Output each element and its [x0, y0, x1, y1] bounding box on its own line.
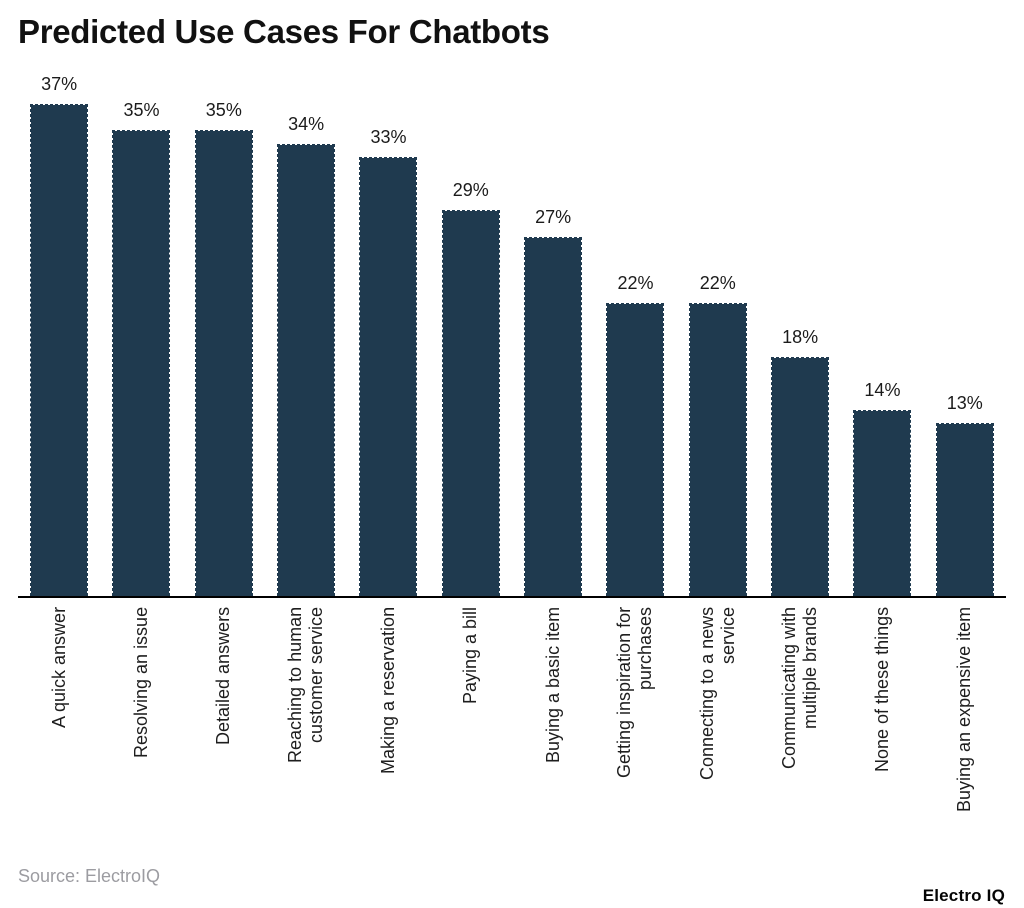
bar [112, 130, 171, 596]
bar [30, 104, 89, 596]
x-axis-label: Connecting to a news service [696, 607, 738, 781]
x-axis-label-cell: Reaching to human customer service [265, 598, 347, 850]
bar-column: 22% [677, 273, 759, 596]
x-axis-label: Reaching to human customer service [284, 607, 327, 764]
bar-value-label: 22% [699, 273, 736, 293]
x-axis-label-cell: Making a reservation [347, 598, 429, 850]
x-axis-label: Buying a basic item [542, 607, 563, 764]
bar [441, 210, 500, 596]
bar-column: 35% [100, 100, 182, 596]
bar-column: 18% [759, 327, 841, 596]
chart-plot: 37% 35% 35% 34% 33% 29% 27% 22% 22% 18% 14% 13% [18, 68, 1006, 596]
x-axis-labels: A quick answer Resolving an issue Detailed… [18, 598, 1006, 850]
bar [771, 357, 830, 596]
x-axis-label: Resolving an issue [130, 607, 151, 759]
bar [194, 130, 253, 596]
x-axis-label-cell: A quick answer [18, 598, 100, 850]
x-axis-label: Making a reservation [377, 607, 398, 775]
bar [524, 237, 583, 596]
x-axis-label: Detailed answers [213, 607, 234, 746]
x-axis-label-cell: Getting inspiration for purchases [594, 598, 676, 850]
bar-value-label: 37% [41, 74, 78, 94]
x-axis-line [18, 596, 1006, 598]
x-axis-label: Communicating with multiple brands [778, 607, 821, 770]
x-axis-label-cell: Paying a bill [430, 598, 512, 850]
bar-column: 22% [594, 273, 676, 596]
x-axis-label-cell: Communicating with multiple brands [759, 598, 841, 850]
bar-column: 33% [347, 127, 429, 596]
source-text: Source: ElectroIQ [18, 866, 161, 886]
x-axis-label: None of these things [871, 607, 892, 773]
x-axis-label: Getting inspiration for purchases [614, 607, 656, 779]
bar-column: 27% [512, 207, 594, 596]
bar-value-label: 27% [535, 207, 572, 227]
x-axis-label: Paying a bill [460, 607, 481, 705]
bar [359, 157, 418, 596]
x-axis-label-cell: Connecting to a news service [677, 598, 759, 850]
bar-value-label: 33% [370, 127, 407, 147]
bar-column: 29% [430, 180, 512, 596]
chart-title: Predicted Use Cases For Chatbots [18, 13, 550, 50]
bar [606, 303, 665, 596]
bar [853, 410, 912, 596]
bar-value-label: 22% [617, 273, 654, 293]
bar-value-label: 35% [123, 100, 160, 120]
bar-column: 37% [18, 74, 100, 596]
bar-value-label: 13% [946, 393, 983, 413]
bar-column: 14% [841, 380, 923, 596]
x-axis-label-cell: Buying a basic item [512, 598, 594, 850]
x-axis-label: Buying an expensive item [954, 607, 975, 813]
x-axis-label-cell: Buying an expensive item [924, 598, 1006, 850]
bar-value-label: 18% [782, 327, 819, 347]
bar-column: 13% [924, 393, 1006, 596]
bar-value-label: 14% [864, 380, 901, 400]
brand-logo: Electro IQ [922, 886, 1005, 905]
bar-column: 34% [265, 114, 347, 596]
bar [688, 303, 747, 596]
x-axis-label-cell: Detailed answers [183, 598, 265, 850]
x-axis-label-cell: Resolving an issue [100, 598, 182, 850]
bar-value-label: 29% [452, 180, 489, 200]
bar-value-label: 35% [205, 100, 242, 120]
bar [935, 423, 994, 596]
bar-column: 35% [183, 100, 265, 596]
x-axis-label-cell: None of these things [841, 598, 923, 850]
bar-value-label: 34% [288, 114, 325, 134]
bar [277, 144, 336, 596]
x-axis-label: A quick answer [48, 607, 69, 729]
